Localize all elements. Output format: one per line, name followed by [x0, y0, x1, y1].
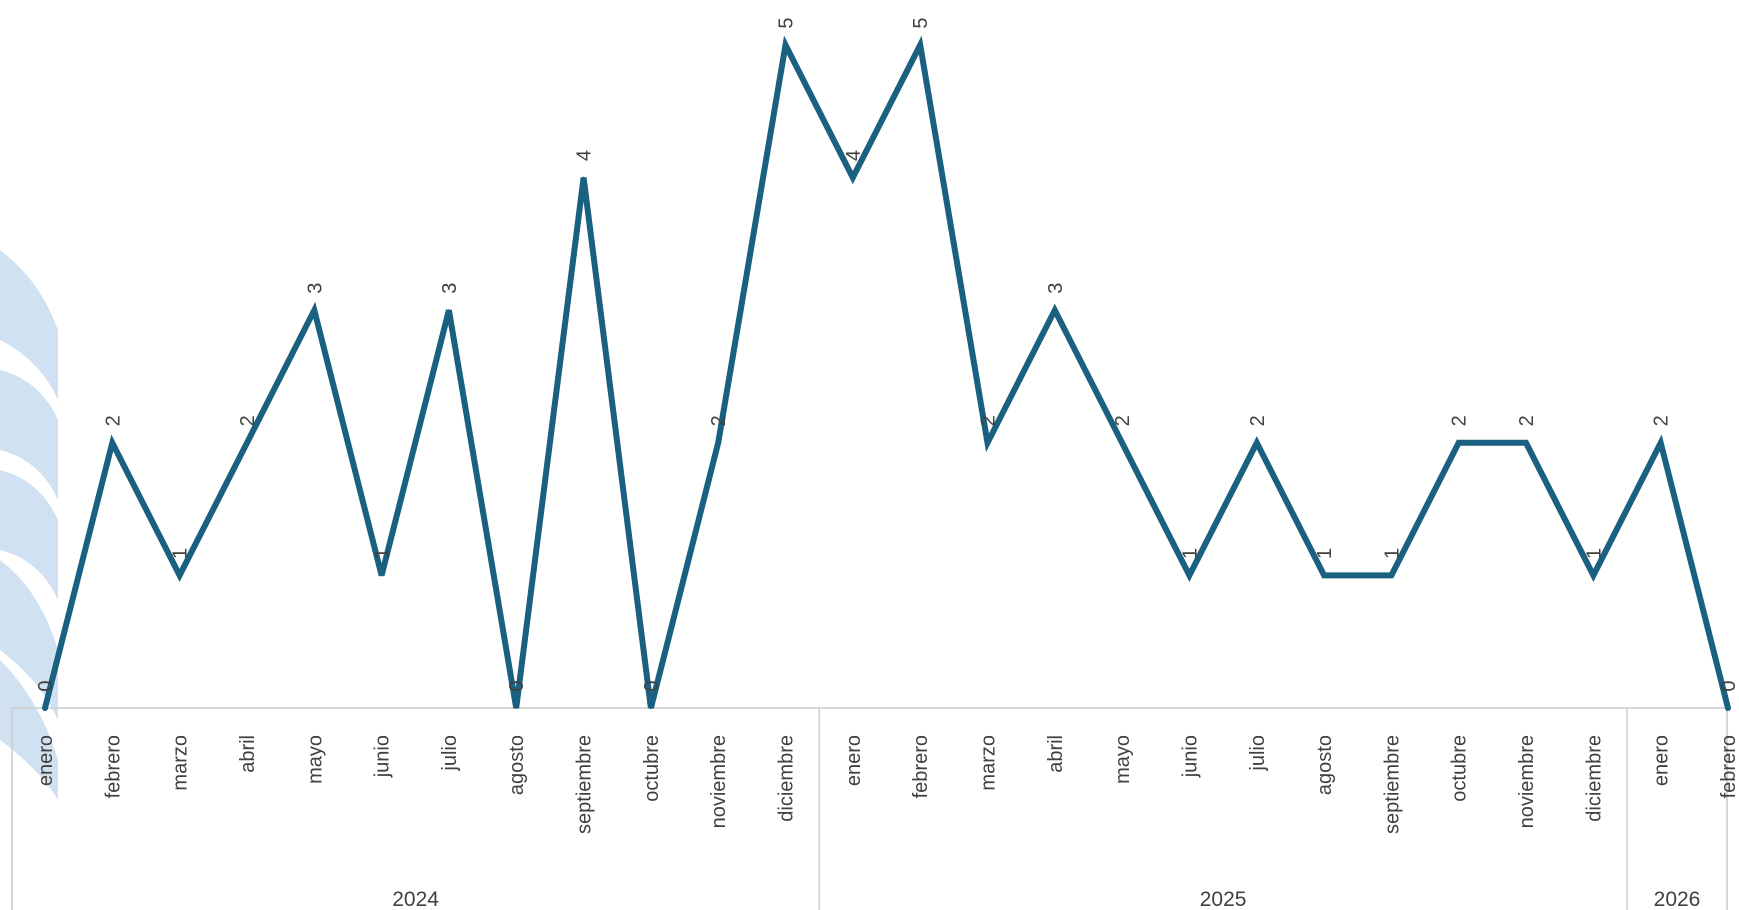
series-polyline [42, 35, 1731, 711]
watermark-logo [0, 250, 58, 800]
data-point [784, 44, 787, 46]
month-tick-label: noviembre [1516, 735, 1538, 828]
data-label: 5 [776, 17, 798, 28]
month-tick-label: julio [439, 735, 461, 772]
data-label: 2 [1516, 415, 1538, 426]
month-tick-label: mayo [304, 735, 326, 784]
month-tick-label: enero [1651, 735, 1673, 786]
data-label: 1 [1179, 548, 1201, 559]
data-label: 4 [574, 150, 596, 161]
data-point [380, 574, 383, 577]
year-label: 2025 [1200, 888, 1247, 910]
data-labels: 0 2 1 2 3 1 3 0 4 0 2 5 4 5 2 3 2 1 2 1 1 2 2 1 2 0 [35, 17, 1739, 691]
watermark-shape [0, 470, 58, 600]
data-label: 1 [1583, 548, 1605, 559]
month-tick-label: septiembre [1381, 735, 1403, 834]
data-point [1659, 441, 1662, 444]
month-tick-label: septiembre [574, 735, 596, 834]
data-label: 2 [102, 415, 124, 426]
data-label: 1 [170, 548, 192, 559]
data-point [245, 441, 248, 444]
month-tick-label: julio [1247, 735, 1269, 772]
data-point [1592, 574, 1595, 577]
month-tick-label: noviembre [708, 735, 730, 828]
data-point [1255, 441, 1258, 444]
month-tick-label: mayo [1112, 735, 1134, 784]
data-point [1323, 574, 1326, 577]
month-tick-labels: enero febrero marzo abril mayo junio julio agos… [35, 735, 1739, 834]
month-tick-label: junio [1179, 735, 1201, 778]
series-line [42, 35, 1731, 711]
month-tick-label: octubre [1449, 735, 1471, 802]
data-label: 2 [1112, 415, 1134, 426]
data-label: 4 [843, 150, 865, 161]
data-label: 0 [641, 680, 663, 691]
data-point [717, 441, 720, 444]
month-tick-label: febrero [102, 735, 124, 798]
month-tick-label: marzo [977, 735, 999, 791]
x-axis [11, 707, 1728, 910]
data-point [1525, 441, 1528, 444]
month-tick-label: febrero [910, 735, 932, 798]
data-label: 2 [237, 415, 259, 426]
data-point [447, 309, 450, 312]
month-tick-label: agosto [506, 735, 528, 795]
data-label: 2 [1449, 415, 1471, 426]
month-tick-label: enero [843, 735, 865, 786]
year-labels: 2024 2025 2026 [392, 888, 1700, 910]
month-tick-label: diciembre [776, 735, 798, 822]
data-point [313, 309, 316, 312]
data-label: 0 [506, 680, 528, 691]
month-tick-label: marzo [170, 735, 192, 791]
month-tick-label: febrero [1718, 735, 1739, 798]
data-point [178, 574, 181, 577]
data-label: 2 [1651, 415, 1673, 426]
data-point [1188, 574, 1191, 577]
data-label: 2 [708, 415, 730, 426]
data-label: 3 [1045, 283, 1067, 294]
watermark-shape [0, 250, 58, 400]
data-point [986, 441, 989, 444]
watermark-shape [0, 660, 58, 800]
month-tick-label: enero [35, 735, 57, 786]
data-label: 1 [1381, 548, 1403, 559]
month-tick-label: agosto [1314, 735, 1336, 795]
data-point [1121, 441, 1124, 444]
data-label: 1 [1314, 548, 1336, 559]
data-point [1457, 441, 1460, 444]
data-point [111, 441, 114, 444]
data-label: 0 [35, 680, 57, 691]
data-point [851, 176, 854, 179]
data-label: 3 [439, 283, 461, 294]
watermark-shape [0, 560, 58, 720]
month-tick-label: diciembre [1583, 735, 1605, 822]
data-label: 3 [304, 283, 326, 294]
month-tick-label: octubre [641, 735, 663, 802]
data-point [1053, 309, 1056, 312]
year-label: 2024 [392, 888, 439, 910]
data-label: 1 [372, 548, 394, 559]
data-label: 2 [977, 415, 999, 426]
data-point [582, 176, 585, 179]
month-tick-label: abril [237, 735, 259, 773]
data-point [1727, 707, 1729, 709]
data-point [649, 707, 652, 709]
data-label: 2 [1247, 415, 1269, 426]
data-point [1390, 574, 1393, 577]
data-point [919, 44, 922, 46]
data-point [515, 707, 518, 709]
watermark-shape [0, 370, 58, 500]
month-tick-label: abril [1045, 735, 1067, 773]
year-label: 2026 [1654, 888, 1701, 910]
data-point [44, 707, 46, 709]
data-label: 0 [1718, 680, 1739, 691]
month-tick-label: junio [372, 735, 394, 778]
data-label: 5 [910, 17, 932, 28]
